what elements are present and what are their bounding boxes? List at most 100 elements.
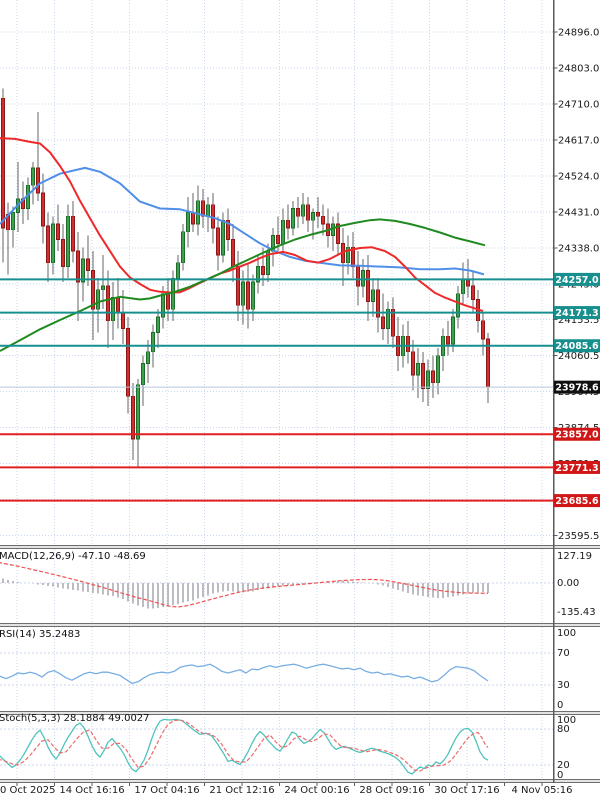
candle-bull	[151, 332, 155, 353]
rsi-tick-label: 0	[557, 700, 563, 711]
candle-bear	[71, 215, 75, 252]
grid-lines	[0, 0, 554, 779]
candle-bull	[241, 281, 245, 306]
candle-bear	[131, 395, 135, 440]
candle-bull	[386, 308, 390, 329]
panel-separator[interactable]	[0, 779, 600, 783]
price-tick-label: 24989.0	[558, 0, 599, 2]
candle-bear	[226, 219, 230, 240]
price-axis-area[interactable]	[554, 0, 600, 779]
candle-bull	[221, 219, 225, 256]
candle-bull	[361, 270, 365, 287]
candle-bear	[246, 281, 250, 310]
price-tick-label: 24153.5	[558, 315, 599, 326]
panel-separator[interactable]	[0, 711, 600, 715]
candle-bear	[336, 223, 340, 244]
candle-bear	[366, 270, 370, 302]
candle-bull	[96, 289, 100, 310]
ma-blue	[0, 166, 485, 276]
rsi-panel	[0, 663, 489, 685]
candle-bull	[176, 262, 180, 279]
candle-bear	[36, 167, 40, 194]
candle-bull	[256, 266, 260, 283]
candle-bull	[181, 231, 185, 264]
candle-bear	[76, 250, 80, 283]
price-badge	[554, 272, 600, 286]
macd-signal-line	[0, 562, 489, 608]
candlestick-series	[1, 88, 490, 468]
candle-bull	[161, 293, 165, 318]
candle-bull	[456, 293, 460, 318]
candle-bull	[371, 289, 375, 302]
price-badge	[554, 339, 600, 353]
candle-bull	[81, 258, 85, 283]
price-badge	[554, 494, 600, 508]
candle-bear	[91, 270, 95, 310]
stoch-tick-label: 100	[557, 715, 576, 726]
price-badge	[554, 306, 600, 320]
candle-bear	[411, 351, 415, 376]
candle-bear	[201, 200, 205, 217]
candle-bull	[311, 212, 315, 221]
stoch-tick-label: 0	[557, 770, 563, 781]
candle-bear	[46, 225, 50, 264]
candle-bull	[436, 355, 440, 384]
candle-bear	[376, 289, 380, 318]
time-tick-label: 30 Oct 17:16	[434, 785, 499, 796]
price-badge-label: 24257.0	[555, 275, 599, 286]
price-tick-label: 24617.0	[558, 136, 599, 147]
price-tick-label: 24338.0	[558, 244, 599, 255]
candle-bear	[316, 212, 320, 217]
price-badge-label: 23978.6	[555, 383, 599, 394]
time-axis-labels[interactable]: 0 Oct 2025 14 Oct 16:16 17 Oct 04:16 21 Oct…	[0, 783, 573, 796]
candle-bull	[11, 212, 15, 231]
macd-tick-label: -135.43	[557, 607, 596, 618]
candle-bear	[56, 223, 60, 240]
candle-bear	[286, 219, 290, 229]
candle-bull	[51, 223, 55, 264]
candle-bull	[136, 384, 140, 440]
candle-bull	[141, 362, 145, 386]
candle-bear	[86, 258, 90, 271]
time-tick-label: 21 Oct 12:16	[209, 785, 274, 796]
time-axis-area[interactable]	[0, 783, 600, 796]
time-tick-label: 4 Nov 05:16	[511, 785, 572, 796]
price-badge-label: 23771.3	[555, 463, 598, 474]
price-tick-label: 24060.5	[558, 351, 599, 362]
panel-separator[interactable]	[0, 545, 600, 549]
stoch-tick-label: 20	[557, 760, 570, 771]
candle-bull	[416, 362, 420, 376]
macd-indicator-label: MACD(12,26,9) -47.10 -48.69	[0, 551, 146, 562]
candle-bear	[276, 235, 280, 244]
panel-separators	[0, 545, 600, 783]
macd-tick-label: 0.00	[557, 578, 579, 589]
candle-bull	[31, 167, 35, 186]
macd-panel	[0, 562, 489, 609]
candle-bull	[251, 281, 255, 310]
indicator-axis-labels[interactable]: 127.190.00-135.431007030010080200	[557, 551, 596, 781]
main-chart-plot-area[interactable]	[0, 0, 553, 545]
stoch-tick-label: 80	[557, 724, 570, 735]
panel-separator[interactable]	[0, 623, 600, 627]
candle-bear	[216, 227, 220, 256]
candle-bull	[101, 285, 105, 291]
stoch-d-line	[0, 719, 489, 772]
candle-bull	[301, 204, 305, 217]
candle-bull	[146, 351, 150, 364]
candle-bull	[426, 370, 430, 389]
candle-bear	[261, 266, 265, 275]
price-badge-label: 24085.6	[555, 341, 599, 352]
candle-bull	[451, 316, 455, 345]
macd-tick-label: 127.19	[557, 551, 592, 562]
candle-bear	[61, 239, 65, 268]
candle-bull	[156, 316, 160, 333]
rsi-tick-label: 100	[557, 628, 576, 639]
price-badge-label: 23685.6	[555, 496, 599, 507]
rsi-line	[0, 663, 489, 685]
price-tick-label: 24431.0	[558, 208, 599, 219]
time-tick-label: 17 Oct 04:16	[134, 785, 199, 796]
price-tick-label: 24710.0	[558, 100, 599, 111]
ma-red	[0, 137, 484, 313]
